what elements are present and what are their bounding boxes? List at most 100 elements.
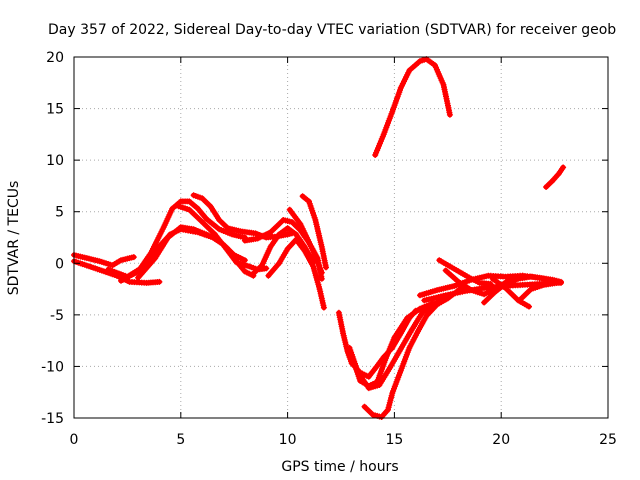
- data-point: [186, 207, 192, 213]
- y-tick-label: -5: [50, 308, 64, 324]
- data-point: [297, 221, 303, 227]
- y-axis-ticks: -15 -10 -5 0 5 10 15 20: [41, 50, 608, 427]
- data-point: [225, 248, 231, 254]
- x-axis-ticks: 0 5 10 15 20 25: [70, 57, 617, 448]
- series-arc-1: [71, 252, 137, 269]
- data-point: [165, 235, 171, 240]
- y-tick-label: 0: [55, 256, 64, 272]
- y-tick-label: 5: [55, 205, 64, 221]
- data-point: [246, 263, 252, 269]
- series-arc-12: [299, 193, 329, 271]
- data-point: [558, 280, 564, 286]
- data-point: [560, 164, 566, 170]
- data-point: [447, 263, 453, 269]
- data-series: [71, 56, 567, 420]
- data-point: [127, 279, 132, 285]
- data-point: [423, 313, 429, 319]
- data-point: [302, 248, 308, 254]
- data-point: [458, 270, 464, 276]
- data-point: [541, 282, 547, 288]
- y-tick-label: 20: [46, 50, 64, 66]
- data-point: [556, 171, 562, 177]
- y-tick-label: 15: [46, 102, 64, 118]
- data-point: [432, 62, 438, 68]
- data-point: [451, 283, 457, 289]
- chart-title: Day 357 of 2022, Sidereal Day-to-day VTE…: [48, 22, 616, 38]
- data-point: [319, 244, 325, 250]
- data-point: [84, 255, 90, 261]
- data-point: [161, 224, 167, 230]
- data-point: [468, 276, 474, 282]
- data-point: [265, 273, 271, 279]
- data-point: [441, 82, 446, 88]
- data-point: [92, 265, 98, 271]
- data-point: [323, 264, 329, 270]
- data-point: [419, 310, 425, 316]
- data-point: [310, 248, 316, 254]
- y-tick-label: -15: [41, 411, 64, 427]
- data-point: [225, 225, 231, 231]
- data-point: [349, 353, 355, 359]
- data-point: [105, 267, 111, 272]
- data-point: [306, 198, 312, 204]
- data-point: [398, 346, 404, 352]
- data-point: [462, 288, 468, 294]
- series-trace: [105, 226, 248, 280]
- data-point: [528, 286, 534, 292]
- data-point: [276, 231, 282, 237]
- series-markers: [361, 284, 466, 420]
- data-point: [477, 280, 483, 286]
- series-arc-16: [361, 284, 466, 420]
- x-tick-label: 5: [176, 432, 185, 448]
- data-point: [178, 198, 184, 204]
- data-point: [268, 244, 273, 250]
- grid: [74, 57, 608, 418]
- data-point: [389, 109, 395, 115]
- data-point: [406, 345, 412, 351]
- data-point: [481, 285, 487, 291]
- data-point: [148, 250, 154, 256]
- y-tick-label: -10: [41, 359, 64, 375]
- x-axis-label: GPS time / hours: [281, 459, 398, 475]
- data-point: [415, 328, 421, 334]
- data-point: [526, 304, 532, 310]
- data-point: [434, 287, 440, 293]
- data-point: [186, 198, 192, 204]
- series-trace: [362, 284, 466, 420]
- data-point: [366, 374, 372, 380]
- data-point: [255, 236, 261, 241]
- data-point: [347, 345, 352, 351]
- data-point: [152, 255, 158, 261]
- data-point: [456, 279, 461, 285]
- data-point: [285, 231, 291, 237]
- data-point: [191, 192, 197, 198]
- data-point: [374, 379, 380, 385]
- data-point: [404, 315, 410, 321]
- data-point: [515, 276, 521, 282]
- data-point: [421, 297, 427, 303]
- data-point: [389, 390, 395, 396]
- x-tick-label: 25: [599, 432, 617, 448]
- data-point: [503, 274, 508, 280]
- data-point: [109, 262, 115, 268]
- data-point: [118, 278, 124, 284]
- data-point: [242, 238, 248, 244]
- data-point: [321, 305, 327, 311]
- data-point: [319, 276, 325, 282]
- data-point: [372, 152, 378, 158]
- data-point: [216, 217, 222, 223]
- data-point: [135, 275, 141, 281]
- data-point: [447, 112, 453, 118]
- data-point: [233, 259, 239, 265]
- data-point: [97, 258, 103, 264]
- data-point: [276, 260, 282, 266]
- data-point: [443, 268, 449, 273]
- data-point: [131, 254, 137, 260]
- data-point: [300, 193, 306, 199]
- data-point: [520, 282, 526, 288]
- data-point: [492, 289, 498, 295]
- data-point: [372, 366, 378, 371]
- data-point: [488, 281, 493, 287]
- data-point: [195, 206, 201, 212]
- data-point: [118, 257, 124, 263]
